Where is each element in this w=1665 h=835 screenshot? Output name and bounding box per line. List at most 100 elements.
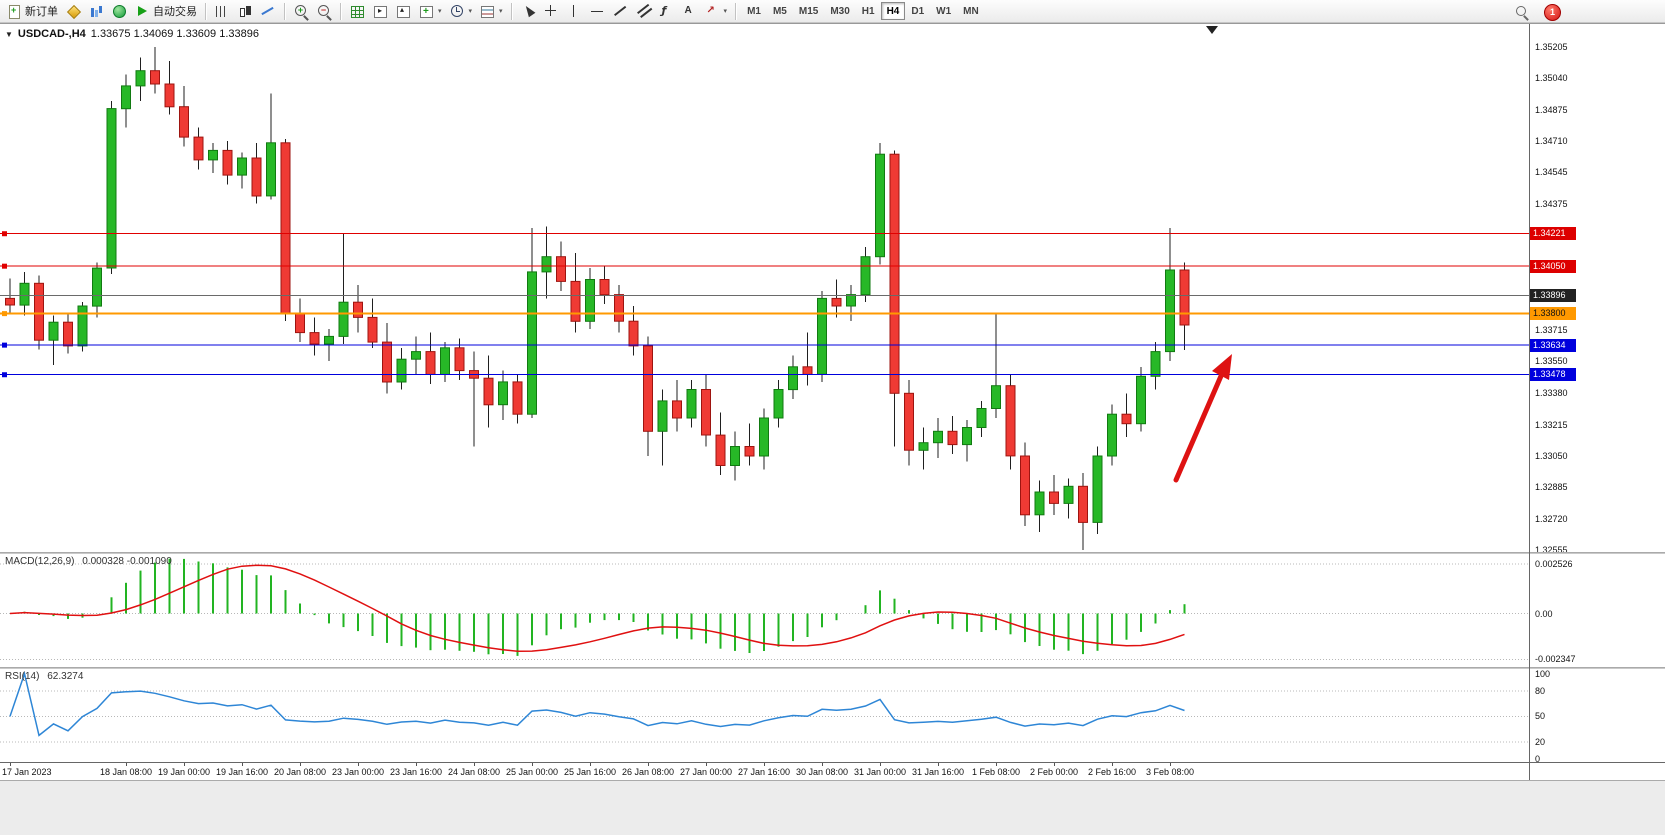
chevron-down-icon: ▾ [438,8,442,15]
toolbar-fibonacci-tool[interactable] [655,1,678,21]
time-tick [764,763,765,766]
rsi-tick: 100 [1535,668,1551,679]
candle [1005,385,1016,457]
candle [802,366,813,375]
candle [889,153,900,394]
trend-arrow[interactable] [1173,354,1232,483]
timeframe-w1[interactable]: W1 [930,2,957,20]
candle [730,446,740,466]
time-tick [1170,763,1171,766]
timeframe-d1[interactable]: D1 [905,2,930,20]
toolbar-horizontal-line-tool[interactable] [586,1,609,21]
candle [237,157,247,176]
candle [324,335,334,345]
toolbar-periods[interactable]: ▾ [446,1,477,21]
notification-badge[interactable]: 1 [1544,4,1561,21]
candle [817,297,827,375]
clock-icon [450,4,465,19]
timeframe-m30[interactable]: M30 [824,2,855,20]
toolbar-auto-trading[interactable]: 自动交易 [131,1,201,21]
rsi-panel[interactable]: RSI(14) 62.3274 [0,669,1529,762]
timeframe-m5[interactable]: M5 [767,2,793,20]
time-label: 24 Jan 08:00 [447,767,501,777]
rsi-axis[interactable]: 100 80 50 20 0 [1530,668,1664,764]
toolbar-new-chart[interactable]: ▾ [415,1,446,21]
time-tick [474,763,475,766]
toolbar-channel-tool[interactable] [632,1,655,21]
toolbar-chart-shift[interactable] [392,1,415,21]
candle [773,389,784,419]
toolbar-new-order[interactable]: 新订单 [3,1,62,21]
chevron-down-icon: ▾ [723,8,728,15]
diamond-icon [66,4,81,19]
timeframe-mn[interactable]: MN [957,2,985,20]
candles-icon [238,4,253,19]
rsi-tick: 0 [1535,754,1541,764]
candle [353,301,363,318]
timeframe-m15[interactable]: M15 [793,2,824,20]
time-tick [358,763,359,766]
candle [251,157,262,197]
macd-name: MACD(12,26,9) [5,556,75,567]
toolbar-cursor[interactable] [517,1,540,21]
toolbar-text-tool[interactable] [678,1,701,21]
timeframe-h1[interactable]: H1 [856,2,881,20]
toolbar-crosshair[interactable] [540,1,563,21]
price-chart-panel[interactable]: ▼ USDCAD-,H4 1.33675 1.34069 1.33609 1.3… [0,24,1529,552]
macd-axis[interactable]: 0.002526 0.00 -0.002347 [1530,554,1664,667]
macd-tick: 0.002526 [1535,559,1573,570]
toolbar-candle-chart-mode[interactable] [234,1,257,21]
price-chart-canvas[interactable] [0,24,1529,552]
time-tick [880,763,881,766]
toolbar-trendline-tool[interactable] [609,1,632,21]
candle [454,347,465,372]
time-label: 3 Feb 08:00 [1145,767,1195,777]
candle [788,366,798,391]
timeframe-m1[interactable]: M1 [741,2,767,20]
toolbar-auto-scroll[interactable] [369,1,392,21]
macd-tick: 0.00 [1535,608,1553,619]
toolbar-layouts[interactable] [62,1,85,21]
search-icon[interactable] [1515,5,1530,20]
macd-panel[interactable]: MACD(12,26,9) 0.000328 -0.001090 [0,554,1529,667]
toolbar-line-chart-mode[interactable] [257,1,280,21]
candle [92,267,102,307]
price-tick: 1.34545 [1535,167,1568,178]
candle [440,347,450,375]
price-tag-1.33896: 1.33896 [1530,288,1576,302]
panel-splitter[interactable] [0,552,1665,554]
candle [1150,351,1161,377]
toolbar-market-watch[interactable] [108,1,131,21]
toolbar-arrows-tool[interactable]: ▾ [701,1,732,21]
time-tick [532,763,533,766]
toolbar-zoom-in[interactable] [290,1,313,21]
candle [541,256,552,273]
timeframe-h4[interactable]: H4 [880,2,906,20]
toolbar-bar-chart-mode[interactable] [211,1,234,21]
time-tick [242,763,243,766]
bottom-area [0,780,1665,835]
chart-shift-icon [396,4,411,19]
toolbar-open-charts[interactable] [85,1,108,21]
price-tick: 1.32720 [1535,513,1568,524]
toolbar-zoom-out[interactable] [313,1,336,21]
candles-series [5,47,1190,550]
candle [1165,269,1175,353]
cursor-icon [521,4,536,19]
toolbar-vertical-line-tool[interactable] [563,1,586,21]
globe-icon [112,4,127,19]
candle [135,70,146,87]
candle [860,256,871,296]
price-axis[interactable]: 1.35205 1.35040 1.34875 1.34710 1.34545 1.343… [1530,24,1664,555]
toolbar-templates[interactable]: ▾ [476,1,507,21]
hline-icon [590,4,605,19]
vline-icon [567,4,582,19]
line-anchor [2,342,7,348]
candle [1121,413,1132,425]
candle [904,392,914,451]
panel-splitter[interactable] [0,667,1665,669]
rsi-label: RSI(14) 62.3274 [5,671,83,682]
one-click-trading-toggle[interactable]: ▼ [5,29,13,39]
toolbar-indicators[interactable] [346,1,369,21]
time-axis[interactable]: 17 Jan 2023 18 Jan 08:00 19 Jan 00:00 19 Ja… [0,762,1665,781]
